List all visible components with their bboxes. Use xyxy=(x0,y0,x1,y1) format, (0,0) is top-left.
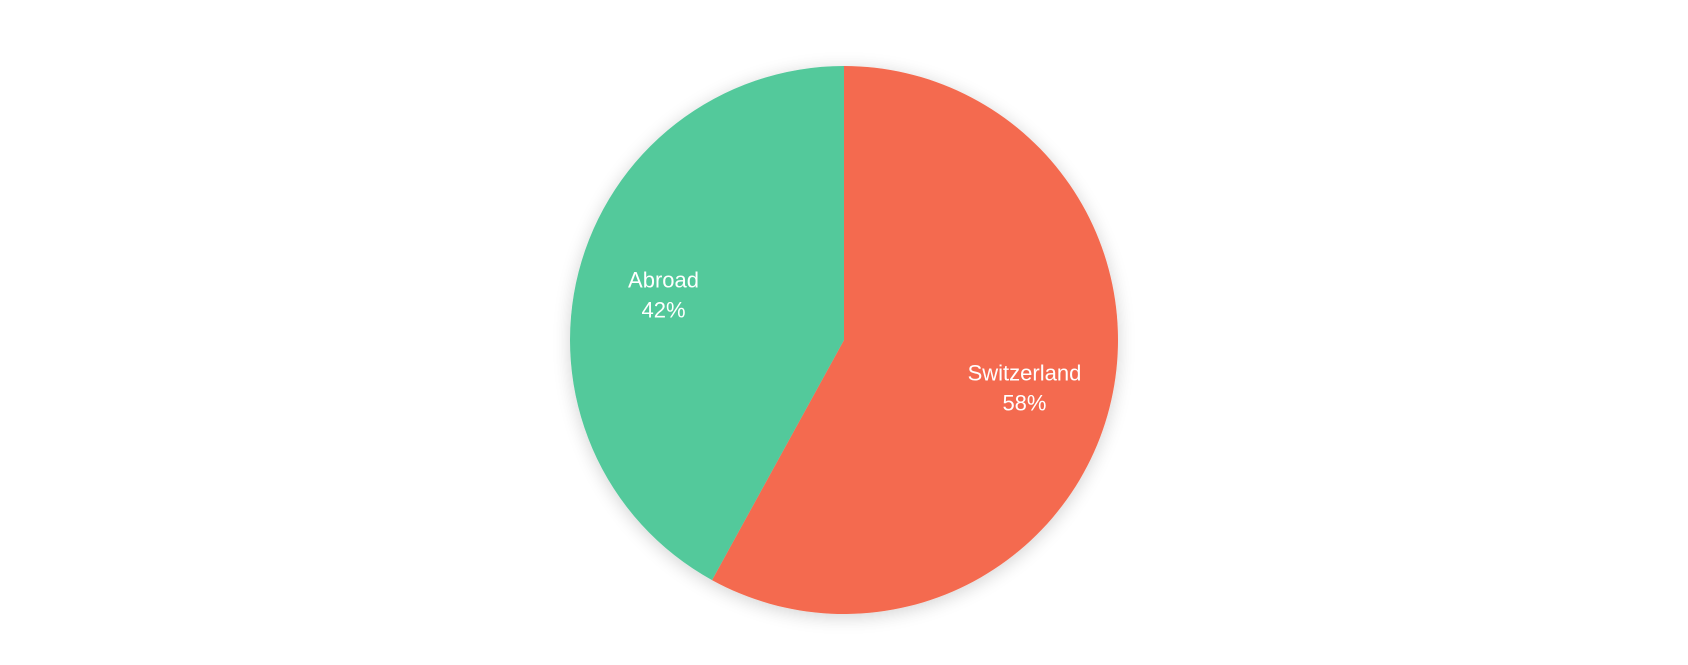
pie-labels: Switzerland 58% Abroad 42% xyxy=(628,268,1081,416)
pie-slice-switzerland xyxy=(711,66,1119,615)
slice-value-label: 58% xyxy=(1002,390,1046,415)
pie-slices xyxy=(570,66,1119,615)
pie-slice-abroad xyxy=(570,66,844,581)
slice-label: Abroad xyxy=(628,268,699,293)
slice-value-label: 42% xyxy=(642,298,686,323)
slice-label: Switzerland xyxy=(968,360,1082,385)
